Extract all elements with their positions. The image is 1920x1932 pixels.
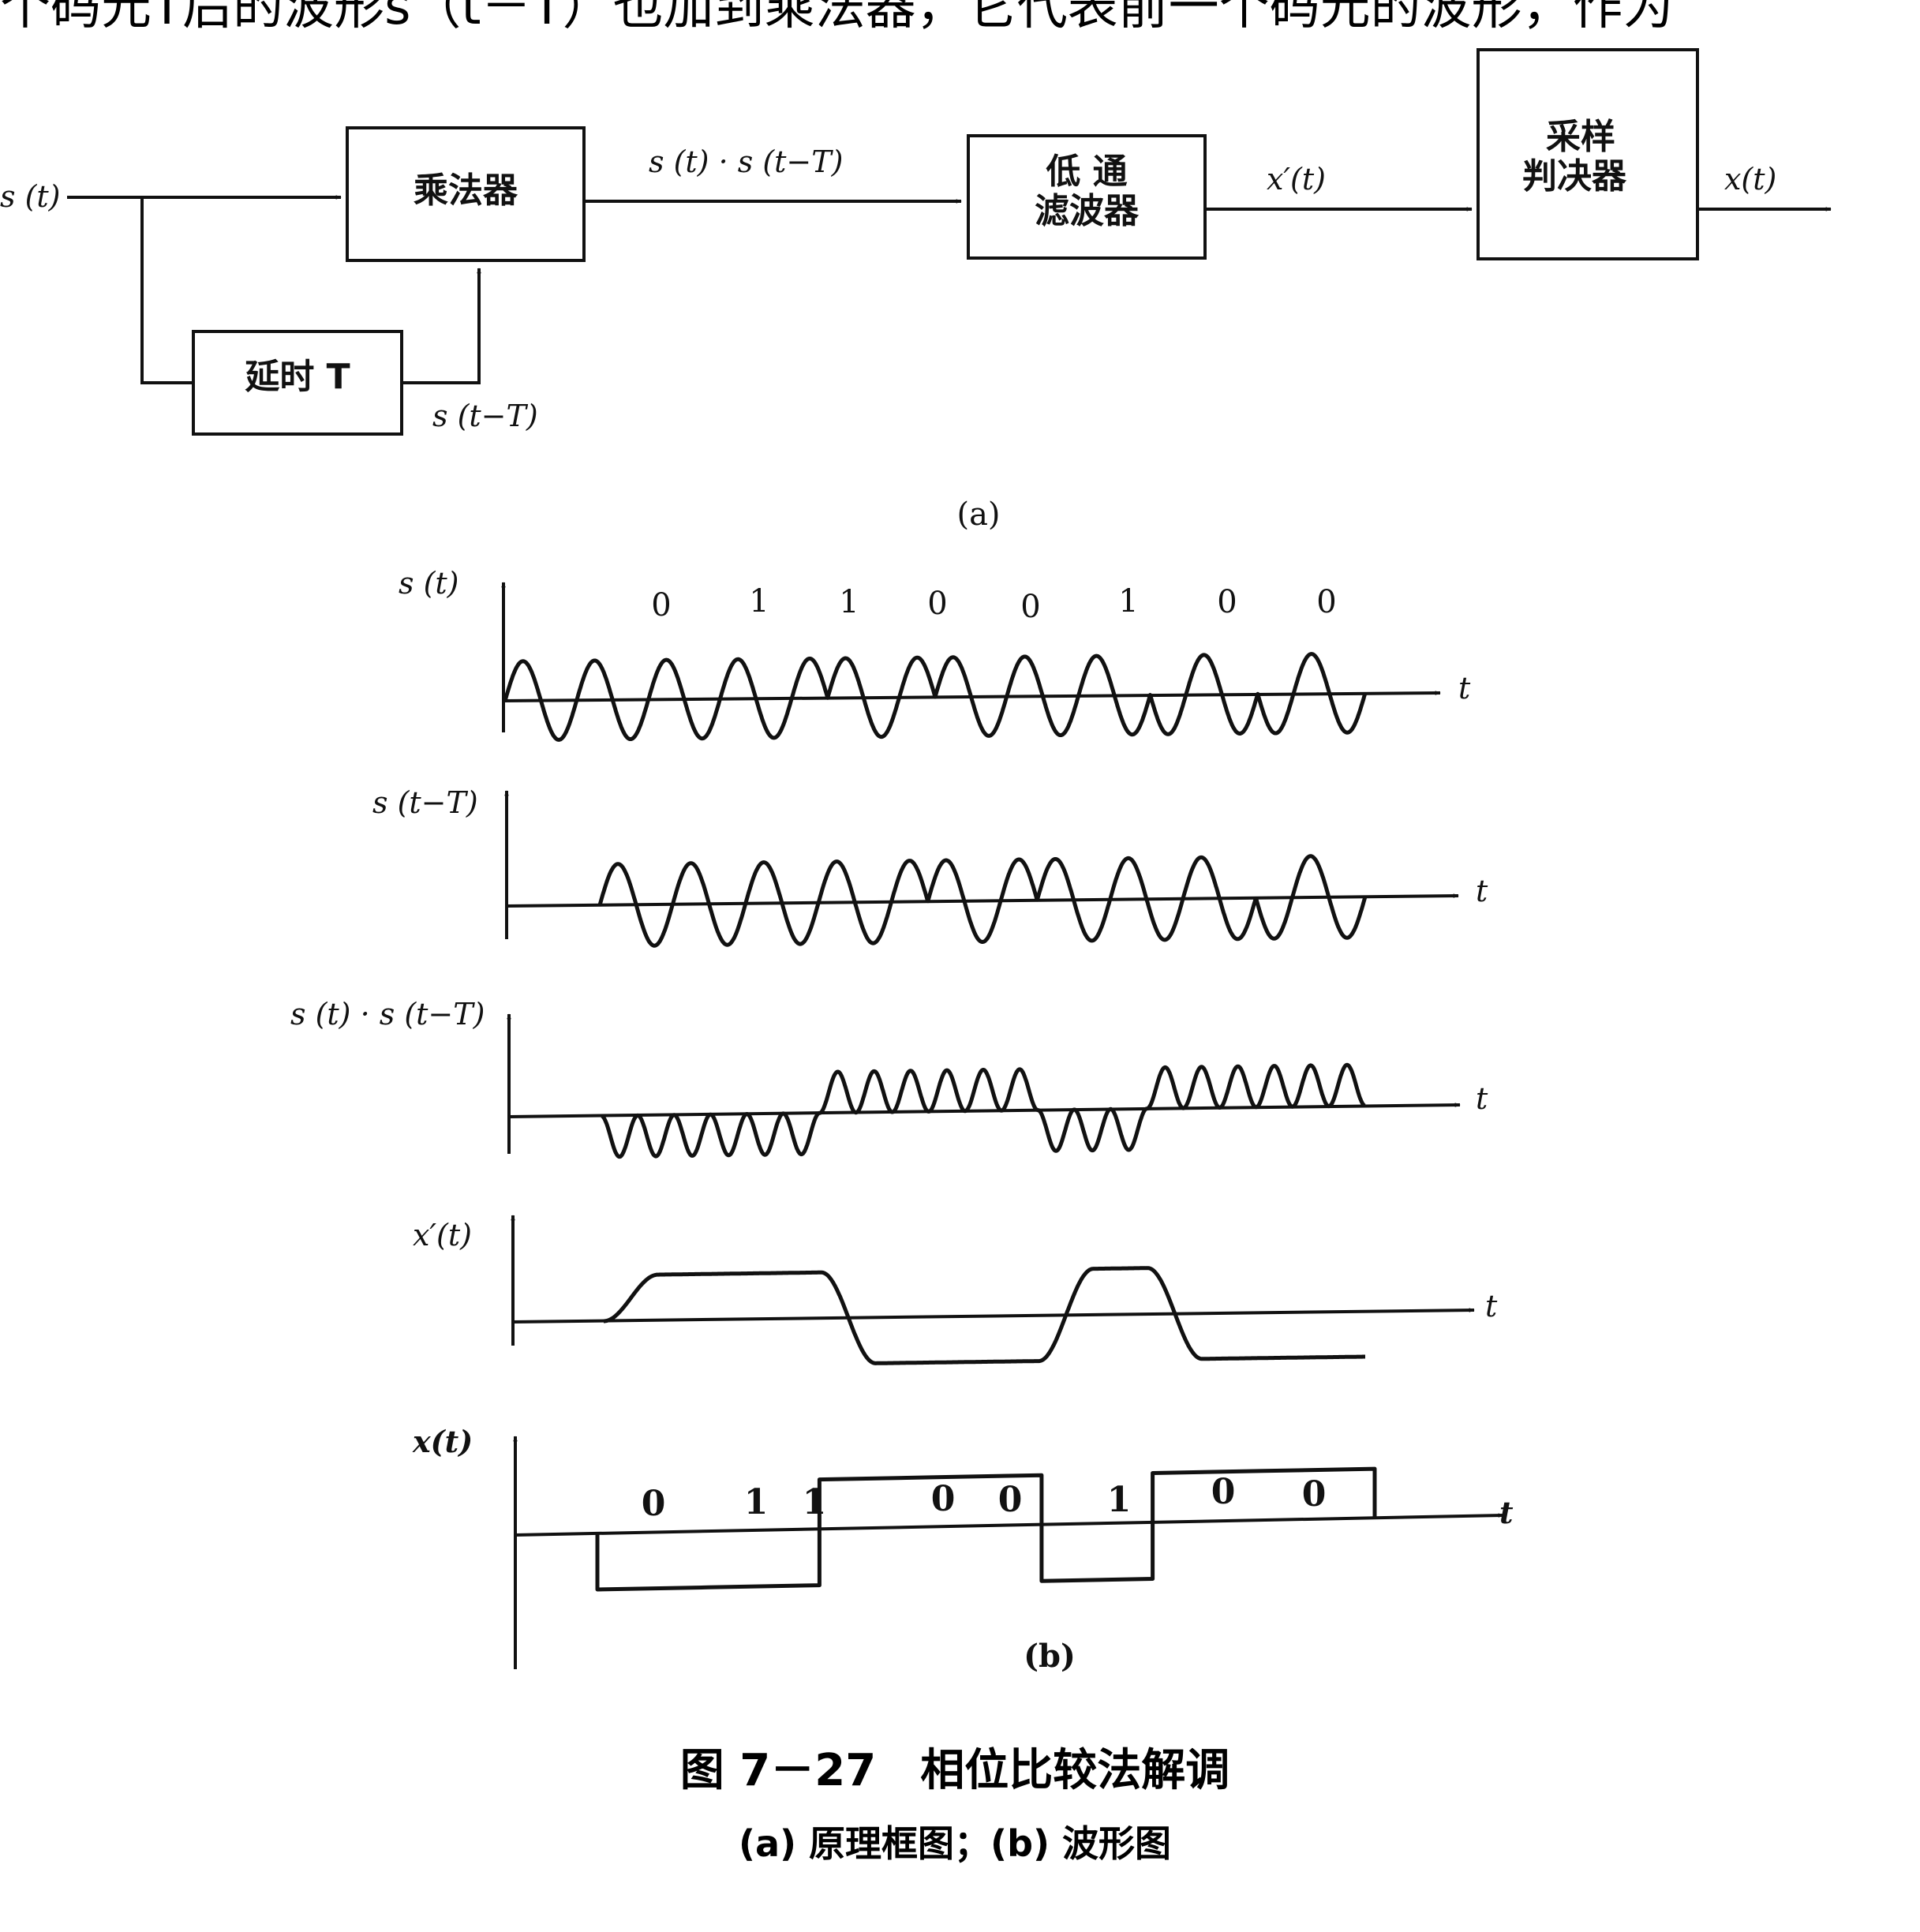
figure-caption-subtitle: (a) 原理框图；(b) 波形图 [739, 1822, 1171, 1865]
output-signal-label: x(t) [1724, 162, 1776, 197]
xprime-axis-t [512, 1308, 1475, 1324]
sampler-label-line1: 采样 [1546, 117, 1615, 157]
x-bit-label: 1 [744, 1482, 769, 1522]
x-bit-label: 1 [1107, 1480, 1132, 1520]
s-t-label: t [1458, 671, 1471, 706]
input-signal-label: s (t) [0, 179, 61, 214]
x-axis-t [515, 1513, 1504, 1537]
product-signal-label: s (t) · s (t−T) [649, 144, 843, 179]
sdelay-t-label: t [1476, 874, 1488, 908]
s-bit-label: 1 [1118, 583, 1138, 620]
x-bit-label: 0 [998, 1480, 1023, 1520]
xprime-label: x′(t) [413, 1218, 472, 1252]
lpf-output-label: x′(t) [1267, 162, 1326, 197]
s-bit-label: 1 [839, 584, 859, 620]
delayed-signal-label: s (t−T) [432, 399, 538, 433]
x-waveform [595, 1466, 1377, 1592]
x-bit-label: 0 [642, 1484, 666, 1524]
sdelay-label: s (t−T) [372, 785, 478, 820]
s-bit-label: 0 [1020, 589, 1040, 625]
x-label: x(t) [412, 1424, 473, 1459]
sdelay-waveform [597, 854, 1368, 948]
top-text-line: 个码元T后的波形s（t－T）也加到乘法器，它代表前一个码元的波形，作为 [0, 0, 1674, 36]
diagram-b-label: (b) [1024, 1638, 1076, 1675]
s-bit-label: 1 [749, 583, 769, 620]
s-label: s (t) [399, 566, 459, 601]
delay-label: 延时 T [245, 357, 350, 397]
sdelay-axis-t [506, 893, 1459, 908]
s-bit-label: 0 [1217, 584, 1237, 620]
product-axis-t [508, 1103, 1461, 1118]
x-bit-label: 1 [803, 1482, 827, 1522]
x-bit-label: 0 [931, 1479, 956, 1519]
block-diagram [67, 48, 1832, 436]
product-label: s (t) · s (t−T) [290, 997, 485, 1032]
lpf-box [967, 134, 1207, 260]
delay-to-multiplier [402, 268, 481, 384]
x-bit-label: 0 [1302, 1474, 1327, 1515]
x-t-label: t [1499, 1495, 1514, 1530]
s-bit-label: 0 [651, 587, 671, 623]
multiplier-label: 乘法器 [414, 170, 518, 211]
sampler-box [1476, 48, 1699, 260]
product-waveform [600, 1062, 1367, 1159]
xprime-waveform [602, 1266, 1367, 1365]
product-t-label: t [1476, 1081, 1488, 1116]
s-bit-label: 0 [1316, 584, 1336, 620]
lpf-label-line1: 低 通 [1046, 152, 1127, 192]
x-bit-label: 0 [1211, 1472, 1236, 1512]
waveform-labels: s (t) s (t−T) s (t) · s (t−T) x′(t) x(t)… [290, 566, 1514, 1675]
s-waveform [503, 652, 1368, 742]
diagram-a-label: (a) [956, 496, 1000, 533]
lpf-label-line2: 滤波器 [1035, 191, 1140, 231]
branch-to-delay [140, 197, 193, 384]
figure-caption-title: 图 7－27 相位比较法解调 [680, 1745, 1229, 1796]
s-bit-label: 0 [927, 586, 947, 622]
block-diagram-labels: s (t) 乘法器 延时 T s (t−T) s (t) · s (t−T) 低… [0, 117, 1776, 533]
xprime-t-label: t [1485, 1289, 1498, 1324]
sampler-label-line2: 判决器 [1522, 156, 1627, 197]
multiplier-box [346, 126, 586, 262]
